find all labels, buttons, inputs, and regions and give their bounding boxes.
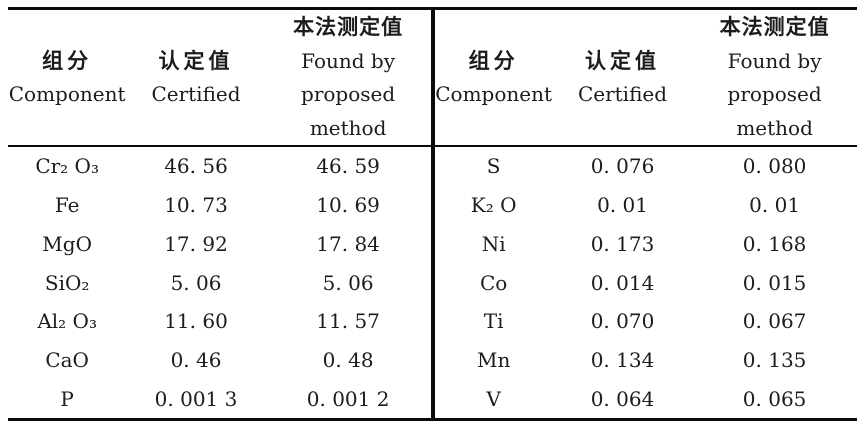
header-component-cell: 组分 Component xyxy=(8,10,126,145)
header-component-zh: 组分 xyxy=(468,48,519,73)
header-component-en: Component xyxy=(435,82,553,106)
header-component-cell: 组分 Component xyxy=(435,10,553,145)
table-row: Ti 0. 070 0. 067 xyxy=(435,302,858,341)
found-cell: 0. 01 xyxy=(749,193,801,218)
table-row: CaO 0. 46 0. 48 xyxy=(8,341,431,380)
table-row: K₂ O 0. 01 0. 01 xyxy=(435,186,858,225)
double-rule-divider xyxy=(430,10,435,418)
certified-cell: 0. 01 xyxy=(597,193,648,218)
certified-cell: 10. 73 xyxy=(164,193,228,218)
certified-cell: 0. 070 xyxy=(590,309,655,334)
component-cell: Fe xyxy=(54,193,80,218)
table-left-body: Cr₂ O₃ 46. 56 46. 59 Fe 10. 73 10. 69 Mg… xyxy=(8,147,431,418)
table-right-header: 组分 Component 认定值 Certified 本法测定值 Found b… xyxy=(434,10,857,147)
header-certified-zh: 认定值 xyxy=(158,48,234,73)
header-certified-en: Certified xyxy=(577,82,668,106)
component-cell: Mn xyxy=(476,347,511,372)
certified-cell: 0. 076 xyxy=(590,154,655,179)
certified-cell: 0. 134 xyxy=(590,347,655,372)
certified-cell: 0. 014 xyxy=(590,270,655,295)
component-cell: K₂ O xyxy=(470,193,517,218)
certified-cell: 46. 56 xyxy=(164,154,228,179)
table-row: V 0. 064 0. 065 xyxy=(435,379,858,418)
table-row: Cr₂ O₃ 46. 56 46. 59 xyxy=(8,147,431,186)
found-cell: 0. 48 xyxy=(322,347,374,372)
header-found-en-3: method xyxy=(736,115,813,140)
header-spacer xyxy=(126,10,265,44)
certified-cell: 5. 06 xyxy=(170,270,222,295)
found-cell: 0. 065 xyxy=(742,386,807,411)
component-cell: Co xyxy=(479,270,508,295)
found-cell: 5. 06 xyxy=(322,270,374,295)
comparison-table: 组分 Component 认定值 Certified 本法测定值 Found b… xyxy=(8,7,857,421)
header-spacer xyxy=(553,10,692,44)
component-cell: Ti xyxy=(483,309,504,334)
component-cell: Al₂ O₃ xyxy=(37,309,97,334)
table-left-panel: 组分 Component 认定值 Certified 本法测定值 Found b… xyxy=(8,10,431,418)
table-row: P 0. 001 3 0. 001 2 xyxy=(8,379,431,418)
certified-cell: 11. 60 xyxy=(164,309,228,334)
header-found-en-3: method xyxy=(309,115,387,140)
found-cell: 46. 59 xyxy=(316,154,380,179)
header-found-zh: 本法测定值 xyxy=(719,15,830,39)
header-found-en-1: Found by xyxy=(727,48,822,73)
table-right-body: S 0. 076 0. 080 K₂ O 0. 01 0. 01 Ni 0. 1… xyxy=(435,147,858,418)
header-certified-en: Certified xyxy=(151,82,241,106)
header-component-zh: 组分 xyxy=(42,48,93,73)
certified-cell: 0. 064 xyxy=(590,386,655,411)
header-found-cell: 本法测定值 Found by proposed method xyxy=(692,10,857,145)
table-row: Co 0. 014 0. 015 xyxy=(435,263,858,302)
table-row: MgO 17. 92 17. 84 xyxy=(8,224,431,263)
component-cell: P xyxy=(60,386,74,411)
table-row: SiO₂ 5. 06 5. 06 xyxy=(8,263,431,302)
found-cell: 0. 080 xyxy=(742,154,807,179)
component-cell: V xyxy=(486,386,501,411)
header-spacer xyxy=(435,10,553,44)
table-row: Ni 0. 173 0. 168 xyxy=(435,224,858,263)
found-cell: 10. 69 xyxy=(316,193,380,218)
component-cell: SiO₂ xyxy=(44,270,90,295)
certified-cell: 0. 001 3 xyxy=(154,386,238,411)
certified-cell: 0. 173 xyxy=(590,231,655,256)
found-cell: 0. 001 2 xyxy=(306,386,390,411)
table-row: Mn 0. 134 0. 135 xyxy=(435,341,858,380)
header-certified-cell: 认定值 Certified xyxy=(553,10,692,145)
table-row: S 0. 076 0. 080 xyxy=(435,147,858,186)
component-cell: Cr₂ O₃ xyxy=(35,154,99,179)
component-cell: Ni xyxy=(481,231,506,256)
header-certified-zh: 认定值 xyxy=(585,48,660,73)
certified-cell: 0. 46 xyxy=(170,347,222,372)
header-certified-cell: 认定值 Certified xyxy=(126,10,265,145)
component-cell: S xyxy=(486,154,501,179)
header-component-en: Component xyxy=(8,82,126,106)
found-cell: 0. 168 xyxy=(742,231,807,256)
header-spacer xyxy=(8,10,126,44)
component-cell: CaO xyxy=(45,347,89,372)
found-cell: 0. 135 xyxy=(742,347,807,372)
component-cell: MgO xyxy=(42,231,92,256)
header-found-cell: 本法测定值 Found by proposed method xyxy=(266,10,431,145)
found-cell: 11. 57 xyxy=(316,309,380,334)
table-row: Fe 10. 73 10. 69 xyxy=(8,186,431,225)
header-found-en-2: proposed xyxy=(727,82,822,106)
found-cell: 17. 84 xyxy=(316,231,380,256)
certified-cell: 17. 92 xyxy=(164,231,228,256)
found-cell: 0. 067 xyxy=(742,309,807,334)
header-found-zh: 本法测定值 xyxy=(293,15,404,39)
table-right-panel: 组分 Component 认定值 Certified 本法测定值 Found b… xyxy=(434,10,858,418)
header-found-en-1: Found by xyxy=(301,48,396,73)
table-left-header: 组分 Component 认定值 Certified 本法测定值 Found b… xyxy=(8,10,431,147)
header-found-en-2: proposed xyxy=(301,82,396,106)
found-cell: 0. 015 xyxy=(742,270,807,295)
table-row: Al₂ O₃ 11. 60 11. 57 xyxy=(8,302,431,341)
